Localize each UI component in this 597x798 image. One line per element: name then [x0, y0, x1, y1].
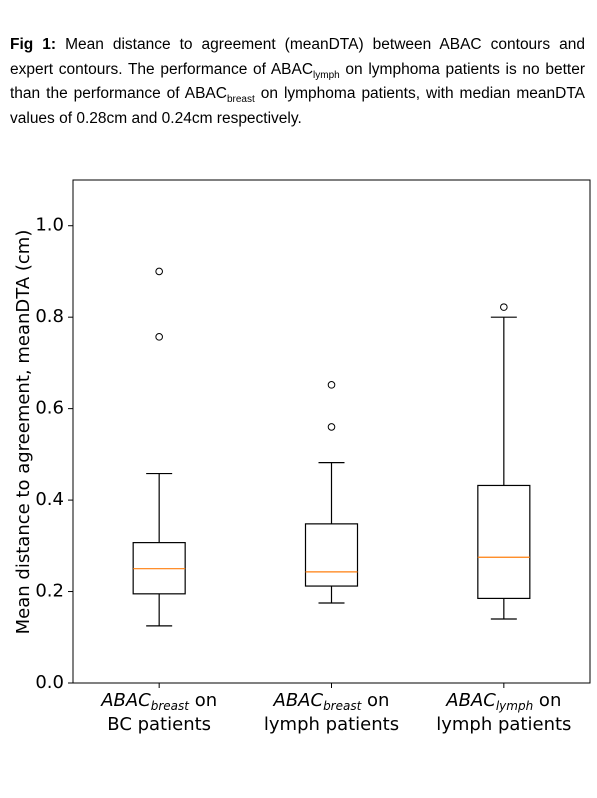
- x-tick-label: ABACbreast on: [100, 690, 217, 713]
- x-tick-label: ABACbreast on: [273, 690, 390, 713]
- x-tick-label-line2: lymph patients: [436, 714, 571, 735]
- flier: [327, 381, 336, 389]
- category-name: ABAC: [445, 690, 496, 711]
- caption-subscript: lymph: [313, 69, 340, 81]
- category-subscript: breast: [323, 699, 363, 713]
- category-name: ABAC: [273, 690, 324, 711]
- y-axis-label: Mean distance to agreement, meanDTA (cm): [13, 230, 34, 635]
- y-tick-label: 0.8: [35, 306, 64, 327]
- x-tick-label-line2: BC patients: [107, 714, 211, 735]
- x-tick-label-line2: lymph patients: [264, 714, 399, 735]
- caption-text: Mean distance to agreement (meanDTA) bet…: [10, 36, 585, 78]
- category-name: ABAC: [100, 690, 151, 711]
- flier: [155, 333, 163, 341]
- box: [477, 484, 531, 600]
- flier: [327, 423, 336, 431]
- y-tick-label: 1.0: [35, 215, 64, 236]
- caption-text: on lymphoma patients, with median meanDT…: [10, 85, 586, 127]
- category-suffix: on: [361, 690, 389, 711]
- y-tick-label: 0.4: [35, 489, 64, 510]
- y-tick-label: 0.6: [35, 398, 64, 419]
- category-suffix: on: [189, 690, 217, 711]
- category-subscript: lymph: [496, 699, 533, 713]
- caption-label: Fig 1:: [10, 36, 57, 53]
- caption: Fig 1: Mean distance to agreement (meanD…: [10, 33, 585, 131]
- caption-subscript: breast: [226, 94, 255, 106]
- x-tick-label: ABAClymph on: [445, 690, 561, 713]
- category-subscript: breast: [151, 699, 191, 713]
- y-tick-label: 0.2: [35, 581, 64, 602]
- category-suffix: on: [533, 690, 561, 711]
- flier: [155, 267, 163, 276]
- y-tick-label: 0.0: [35, 672, 64, 693]
- flier: [500, 303, 508, 311]
- box: [304, 523, 359, 587]
- caption-text: on lymphoma patients is no better than t…: [10, 60, 586, 103]
- plot-frame: [72, 179, 591, 684]
